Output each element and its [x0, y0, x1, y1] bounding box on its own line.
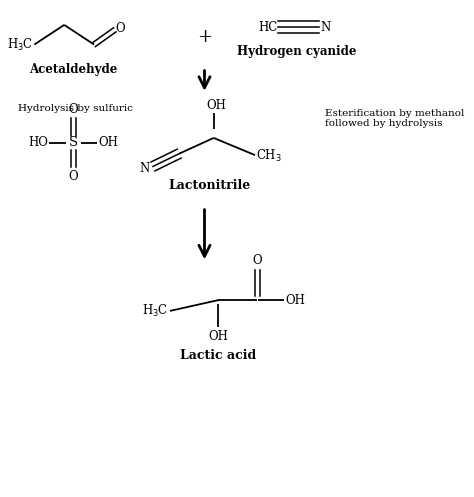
Text: S: S: [69, 136, 78, 149]
Text: Lactic acid: Lactic acid: [180, 349, 256, 362]
Text: OH: OH: [285, 294, 305, 307]
Text: N: N: [320, 21, 331, 34]
Text: Lactonitrile: Lactonitrile: [168, 179, 250, 192]
Text: OH: OH: [98, 136, 118, 149]
Text: HC: HC: [258, 21, 277, 34]
Text: Acetaldehyde: Acetaldehyde: [29, 63, 118, 76]
Text: HO: HO: [28, 136, 48, 149]
Text: O: O: [116, 22, 125, 35]
Text: CH$_3$: CH$_3$: [256, 148, 283, 164]
Text: O: O: [69, 103, 78, 116]
Text: O: O: [253, 253, 262, 267]
Text: Hydrolysis by sulfuric: Hydrolysis by sulfuric: [18, 104, 133, 113]
Text: +: +: [197, 28, 212, 46]
Text: O: O: [69, 170, 78, 183]
Text: H$_3$C: H$_3$C: [142, 303, 169, 319]
Text: OH: OH: [206, 99, 226, 112]
Text: Hydrogen cyanide: Hydrogen cyanide: [237, 45, 356, 58]
Text: Esterification by methanol
followed by hydrolysis: Esterification by methanol followed by h…: [325, 108, 465, 128]
Text: N: N: [139, 163, 150, 175]
Text: OH: OH: [209, 330, 228, 343]
Text: H$_3$C: H$_3$C: [7, 36, 33, 53]
